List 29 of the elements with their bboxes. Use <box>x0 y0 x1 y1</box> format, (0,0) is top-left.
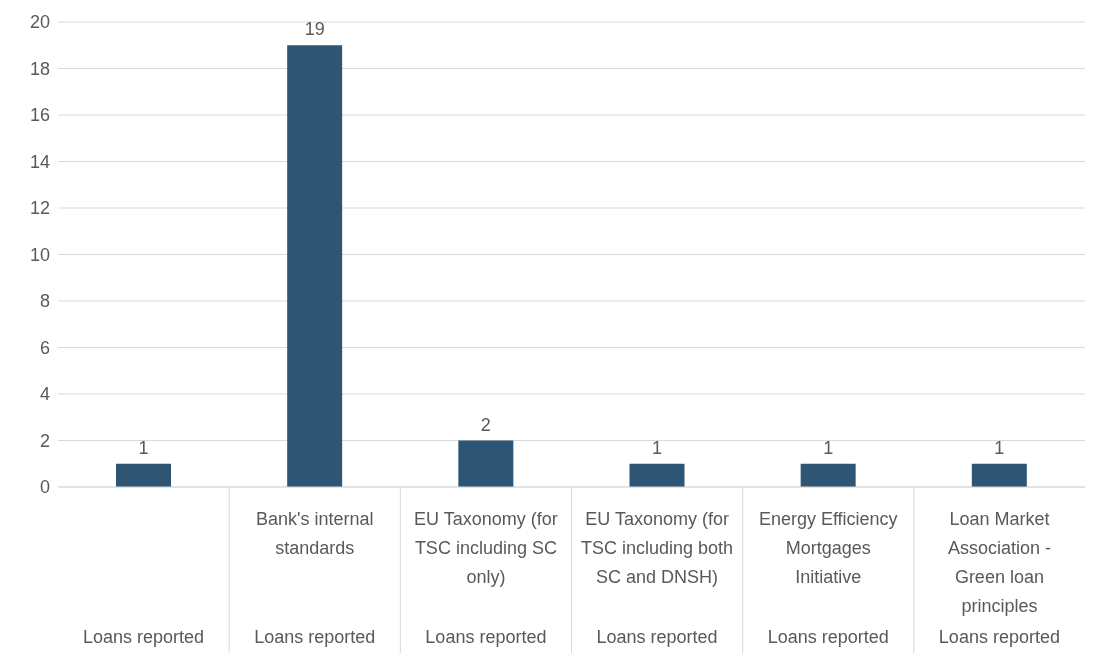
y-tick-label: 18 <box>29 58 50 79</box>
bar <box>287 45 343 487</box>
category-label: Energy Efficiency Mortgages Initiative Loans reported <box>758 509 898 647</box>
bar <box>458 440 514 487</box>
y-tick-label: 4 <box>39 384 50 405</box>
data-label: 1 <box>823 437 834 458</box>
y-tick-label: 20 <box>29 12 50 33</box>
y-tick-label: 10 <box>29 244 50 265</box>
category-label: Bank's internal standards Loans reported <box>254 509 376 647</box>
data-label: 1 <box>994 437 1005 458</box>
x-tick-label: Loans reported <box>83 627 205 647</box>
y-tick-label: 12 <box>29 198 50 219</box>
data-label: 1 <box>138 437 149 458</box>
y-tick-label: 0 <box>39 477 50 498</box>
bar <box>971 463 1027 487</box>
category-label: EU Taxonomy (for TSC including SC only) Loans reported <box>414 509 558 647</box>
bar <box>800 463 856 487</box>
data-label: 2 <box>480 414 491 435</box>
bar <box>116 463 171 487</box>
y-tick-label: 8 <box>39 291 50 312</box>
y-tick-label: 16 <box>29 105 50 126</box>
y-tick-label: 6 <box>39 337 50 358</box>
data-label: 1 <box>651 437 663 458</box>
category-label: EU Taxonomy (for TSC including both SC and DNSH) Loans reported <box>581 509 734 647</box>
x-tick-label: Loan Market Association - Green loan principles Loans reported <box>938 509 1060 647</box>
bar <box>629 463 685 487</box>
y-tick-label: 14 <box>29 151 50 172</box>
data-label: 19 <box>304 19 325 40</box>
y-tick-label: 2 <box>39 430 50 451</box>
